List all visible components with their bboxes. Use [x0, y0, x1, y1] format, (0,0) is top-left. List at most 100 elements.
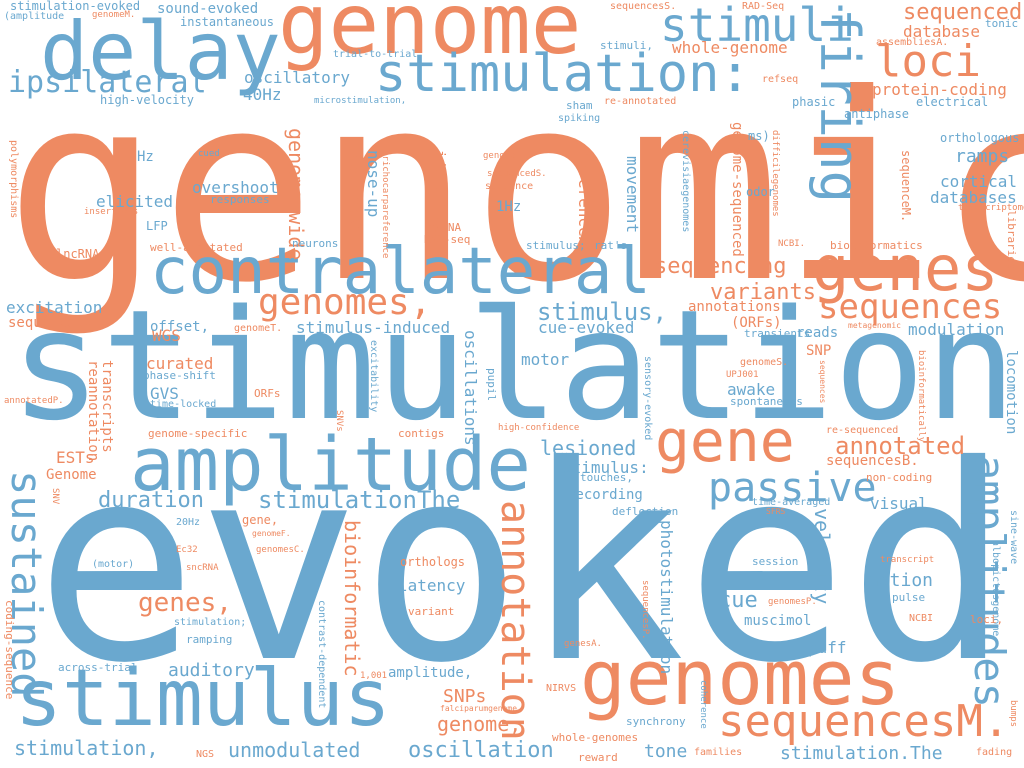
word-spontaneous: spontaneous: [730, 395, 803, 408]
word-genome-wide: genome-wide: [284, 128, 308, 261]
word-overshoot: overshoot: [192, 178, 279, 197]
word-recording: recording: [567, 487, 643, 503]
word-genomesC: genomesC.: [256, 545, 305, 555]
word-genomeS: genomeS.: [740, 357, 789, 368]
word-spiking: spiking: [558, 113, 601, 124]
word-ramping: ramping: [186, 633, 233, 646]
word-genome: genome: [278, 0, 582, 73]
word-well-annotated: well-annotated: [150, 241, 243, 254]
word-NGS: NGS: [196, 749, 215, 760]
word-responses: responses: [210, 193, 270, 206]
word-locomotion: locomotion: [1003, 350, 1019, 435]
word-gene-comma: gene,: [242, 513, 279, 527]
word-cue: cue: [718, 588, 758, 613]
word-sequencesB: sequencesB.: [826, 453, 919, 469]
word-orthologs: orthologs: [400, 555, 466, 569]
word-sine-wave: sine-wave: [1008, 510, 1019, 565]
word-stimulus-comma: stimulus,: [537, 298, 668, 326]
word-1001: 1,001: [360, 671, 388, 681]
word-tone: tone: [644, 741, 688, 762]
word-offset: offset,: [150, 319, 210, 335]
word-transcript: transcript: [880, 555, 935, 565]
word-stimulation-evoked: stimulation-evoked: [10, 0, 141, 13]
word-electrical: electrical: [916, 95, 989, 109]
word-oscillation: oscillation: [408, 738, 554, 763]
word-SNPs: SNPs: [443, 686, 487, 707]
word-orthologous: orthologous: [940, 131, 1020, 145]
word-SNP: SNP: [806, 343, 832, 359]
word-sequencesP: sequencesP.: [640, 580, 650, 640]
word-sequencesC: sequencesC.: [346, 150, 362, 243]
word-libraries: libraries: [1005, 210, 1018, 270]
word-annotatedP: annotatedP.: [4, 396, 64, 406]
word-stimuli-comma: stimuli,: [600, 39, 653, 52]
word-genomeF: genomeF.: [252, 529, 291, 538]
word-sequencesM: sequencesM.: [718, 696, 1010, 747]
word-loci: loci: [875, 36, 981, 87]
word-sham: sham: [566, 99, 593, 112]
word-protein-coding: protein-coding: [872, 80, 1007, 99]
word-sound-evoked: sound-evoked: [157, 1, 259, 17]
word-insertions: insertions: [84, 207, 139, 217]
word-elicited: elicited: [96, 192, 174, 211]
word-sequences-lower: sequences: [818, 360, 827, 404]
word-tonic: tonic: [985, 17, 1019, 30]
word-motion: motion: [868, 570, 934, 591]
word-amplitudes: amplitudes: [965, 455, 1014, 708]
word-metagenomic: metagenomic: [848, 321, 901, 330]
word-stimulationThe: stimulationThe: [258, 486, 461, 514]
word-contralateral: contralateral: [150, 235, 651, 309]
word-re-sequenced: re-sequenced: [826, 425, 899, 436]
word-cortical: cortical: [940, 172, 1018, 191]
word-1Hz: 1Hz: [496, 199, 522, 215]
word-puff: puff: [808, 638, 847, 657]
word-reannotation: reannotation: [85, 360, 101, 462]
word-muscimol: muscimol: [744, 613, 812, 629]
word-excitability: excitability: [368, 340, 379, 413]
word-awake: awake: [727, 380, 776, 399]
word-trichocarpareference: trichocarpareference: [380, 150, 390, 259]
word-stimulation-comma: stimulation,: [14, 736, 159, 760]
word-stimulus-induced: stimulus-induced: [296, 318, 451, 337]
word-40Hz: 40Hz: [243, 85, 282, 104]
word-trial-to-trial: trial-to-trial: [333, 49, 418, 60]
word-fading: fading: [976, 747, 1013, 758]
word-lncRNA: lncRNA: [56, 247, 100, 261]
word-oscillatory: oscillatory: [244, 68, 350, 87]
word-genome-comma: genome,: [437, 712, 522, 736]
word-reward: reward: [578, 751, 618, 764]
word-genomesP: genomesP.: [768, 597, 817, 607]
word-polymorphisms: polymorphisms: [8, 140, 19, 219]
word-genome-sequenced: genome-sequenced: [729, 122, 745, 257]
word-time-averaged: time-averaged: [752, 497, 831, 508]
word-non-coding: non-coding: [866, 471, 933, 484]
word-coherence: coherence: [698, 680, 708, 729]
word-sustained: sustained: [2, 470, 51, 698]
word-bumps: bumps: [1008, 700, 1018, 728]
word-stimulation-semicolon: stimulation;: [174, 617, 247, 628]
word-sequences: sequences: [818, 287, 1003, 327]
word-motor: motor: [521, 350, 570, 369]
word-delay: delay: [40, 5, 281, 98]
word-20Hz: 20Hz: [176, 517, 201, 528]
word-stimulus-semicolon: stimulus;: [526, 239, 586, 252]
word-variants: variants: [710, 280, 816, 305]
word-genesA: genesA.: [564, 639, 602, 649]
word-ESTs: ESTs: [56, 448, 95, 467]
word-velocity: velocity: [810, 508, 834, 605]
word-sequencing: sequencing: [654, 254, 787, 279]
word-synchrony: synchrony: [626, 715, 686, 728]
word-amplitude-paren: (amplitude: [4, 11, 65, 22]
word-antiphase: antiphase: [844, 107, 910, 121]
word-session: session: [752, 555, 799, 568]
word-contrast-dependent: contrast-dependent: [316, 600, 327, 709]
word-amplitude-comma: amplitude,: [388, 665, 473, 681]
word-latency: latency: [398, 576, 466, 595]
word-sncRNA: sncRNA: [186, 563, 219, 573]
word-modulation: modulation: [908, 320, 1005, 339]
word-RNA-seq: RNA-seq: [424, 233, 471, 246]
word-high-velocity: high-velocity: [100, 93, 194, 107]
word-firing: firing: [808, 8, 871, 204]
word-sequence: sequence: [485, 181, 534, 192]
